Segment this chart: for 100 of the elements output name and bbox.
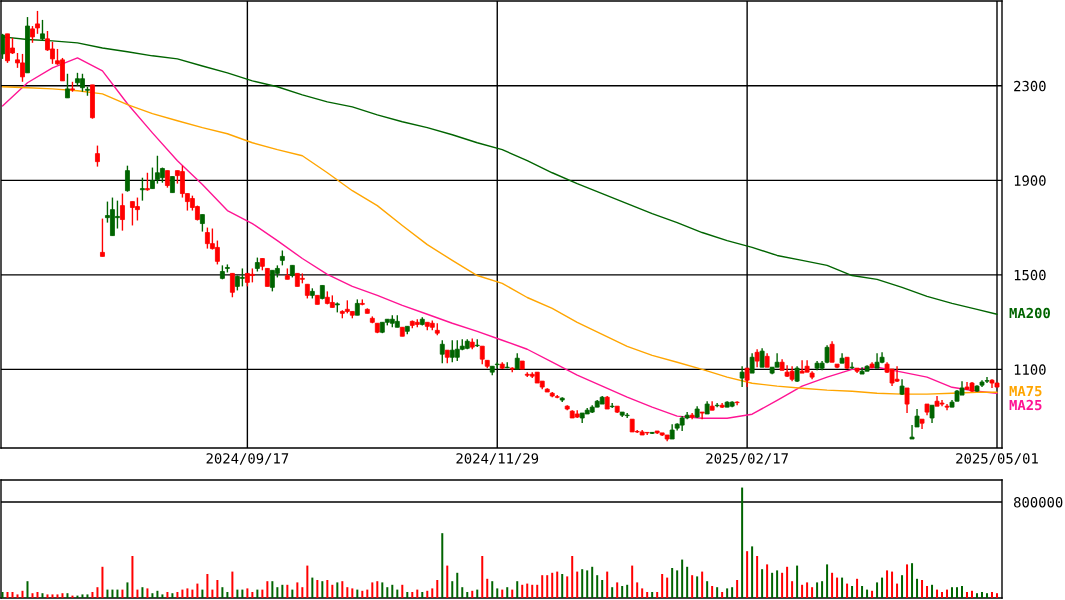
bar bbox=[46, 594, 49, 598]
bar bbox=[166, 592, 169, 598]
bar bbox=[281, 584, 284, 598]
bar bbox=[681, 559, 684, 598]
bar bbox=[726, 588, 729, 598]
bar bbox=[721, 592, 724, 598]
bar bbox=[906, 564, 909, 598]
bar bbox=[41, 593, 44, 598]
bar bbox=[866, 589, 869, 598]
bar bbox=[521, 584, 524, 598]
bar bbox=[101, 566, 104, 598]
bar bbox=[586, 570, 589, 598]
y-tick-label: 800000 bbox=[1014, 496, 1063, 508]
bar bbox=[106, 589, 109, 598]
bar bbox=[536, 584, 539, 598]
bar bbox=[26, 581, 29, 598]
bar bbox=[746, 551, 749, 598]
bar bbox=[266, 581, 269, 598]
bar bbox=[661, 573, 664, 598]
bar bbox=[941, 592, 944, 598]
bar bbox=[886, 570, 889, 598]
bar bbox=[856, 578, 859, 598]
candlestick bbox=[214, 239, 220, 266]
bar bbox=[596, 575, 599, 598]
bar bbox=[196, 583, 199, 598]
bar bbox=[286, 584, 289, 598]
bar bbox=[476, 589, 479, 598]
bar bbox=[136, 589, 139, 598]
bar bbox=[756, 555, 759, 598]
bar bbox=[61, 593, 64, 598]
bar bbox=[221, 587, 224, 598]
bar bbox=[346, 587, 349, 598]
bar bbox=[376, 581, 379, 598]
bar bbox=[191, 589, 194, 598]
bar bbox=[336, 582, 339, 598]
candlestick bbox=[749, 352, 755, 374]
candlestick bbox=[125, 164, 130, 193]
candlestick bbox=[229, 272, 235, 298]
bar bbox=[1, 592, 4, 598]
bar bbox=[256, 589, 259, 598]
bar bbox=[686, 566, 689, 598]
bar bbox=[796, 565, 799, 598]
bar bbox=[396, 589, 399, 598]
bar bbox=[881, 577, 884, 598]
bar bbox=[176, 592, 179, 598]
bar bbox=[821, 581, 824, 598]
bar bbox=[946, 589, 949, 598]
bar bbox=[766, 564, 769, 598]
bar bbox=[836, 577, 839, 598]
bar bbox=[186, 588, 189, 598]
x-tick-label: 2025/05/01 bbox=[956, 453, 1038, 465]
bar bbox=[161, 594, 164, 598]
bar bbox=[171, 593, 174, 598]
bar bbox=[761, 569, 764, 598]
bar bbox=[56, 594, 59, 598]
bar bbox=[236, 589, 239, 598]
bar bbox=[926, 586, 929, 598]
bar bbox=[261, 589, 264, 598]
bar bbox=[406, 592, 409, 598]
y-tick-label: 1100 bbox=[1014, 364, 1046, 375]
bar bbox=[271, 581, 274, 598]
bar bbox=[121, 589, 124, 598]
candlestick bbox=[65, 73, 70, 99]
bar bbox=[16, 594, 19, 598]
bar bbox=[11, 592, 14, 598]
bar bbox=[246, 588, 249, 598]
bar bbox=[846, 583, 849, 598]
bar bbox=[621, 586, 624, 598]
bar bbox=[251, 592, 254, 598]
bar bbox=[786, 566, 789, 598]
bar bbox=[576, 571, 579, 598]
bar bbox=[211, 589, 214, 598]
bar bbox=[801, 584, 804, 598]
bar bbox=[311, 577, 314, 598]
bar bbox=[546, 575, 549, 598]
bar bbox=[361, 590, 364, 598]
bar bbox=[606, 571, 609, 598]
bar bbox=[526, 583, 529, 598]
bar bbox=[241, 589, 244, 598]
bar bbox=[826, 564, 829, 598]
candlestick bbox=[120, 192, 125, 232]
bar bbox=[36, 592, 39, 598]
bar bbox=[541, 575, 544, 598]
bar bbox=[701, 571, 704, 598]
series-label: MA25 bbox=[1009, 399, 1042, 411]
bar bbox=[901, 575, 904, 598]
bar bbox=[321, 581, 324, 598]
candlestick bbox=[95, 144, 100, 168]
bar bbox=[126, 582, 129, 598]
bar bbox=[581, 569, 584, 598]
bar bbox=[231, 571, 234, 598]
bar bbox=[446, 565, 449, 598]
bar bbox=[461, 587, 464, 598]
bar bbox=[936, 589, 939, 598]
bar bbox=[741, 487, 744, 598]
bar bbox=[921, 579, 924, 598]
bar bbox=[506, 587, 509, 598]
bar bbox=[996, 593, 998, 598]
bar bbox=[566, 576, 569, 598]
bar bbox=[416, 589, 419, 598]
